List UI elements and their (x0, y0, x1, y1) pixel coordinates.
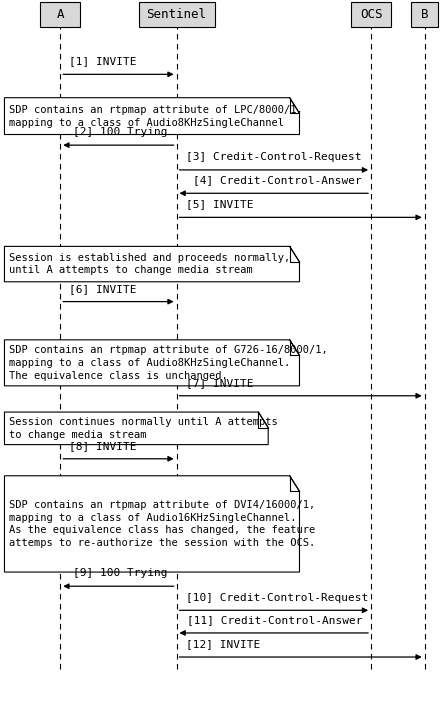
Text: [1] INVITE: [1] INVITE (69, 57, 137, 67)
Text: [3] Credit-Control-Request: [3] Credit-Control-Request (186, 152, 361, 162)
Polygon shape (4, 412, 268, 445)
Polygon shape (4, 98, 299, 135)
Text: [2] 100 Trying: [2] 100 Trying (73, 127, 168, 137)
Text: [6] INVITE: [6] INVITE (69, 284, 137, 294)
Text: [4] Credit-Control-Answer: [4] Credit-Control-Answer (193, 176, 362, 185)
FancyBboxPatch shape (40, 2, 80, 27)
Text: Session is established and proceeds normally,
until A attempts to change media s: Session is established and proceeds norm… (9, 253, 290, 275)
Text: [11] Credit-Control-Answer: [11] Credit-Control-Answer (186, 615, 362, 625)
Text: [10] Credit-Control-Request: [10] Credit-Control-Request (186, 593, 368, 603)
FancyBboxPatch shape (411, 2, 438, 27)
Text: Session continues normally until A attempts
to change media stream: Session continues normally until A attem… (9, 417, 278, 440)
FancyBboxPatch shape (351, 2, 391, 27)
Text: B: B (421, 8, 428, 21)
Text: OCS: OCS (360, 8, 382, 21)
Polygon shape (4, 340, 299, 386)
Text: A: A (57, 8, 64, 21)
Polygon shape (4, 476, 299, 572)
Text: SDP contains an rtpmap attribute of DVI4/16000/1,
mapping to a class of Audio16K: SDP contains an rtpmap attribute of DVI4… (9, 500, 315, 548)
FancyBboxPatch shape (139, 2, 215, 27)
Text: [7] INVITE: [7] INVITE (186, 378, 253, 388)
Text: [8] INVITE: [8] INVITE (69, 441, 137, 451)
Text: Sentinel: Sentinel (147, 8, 207, 21)
Text: [5] INVITE: [5] INVITE (186, 200, 253, 210)
Text: [9] 100 Trying: [9] 100 Trying (73, 569, 168, 578)
Polygon shape (4, 246, 299, 282)
Text: [12] INVITE: [12] INVITE (186, 639, 260, 649)
Text: SDP contains an rtpmap attribute of LPC/8000/1,
mapping to a class of Audio8KHzS: SDP contains an rtpmap attribute of LPC/… (9, 105, 303, 127)
Text: SDP contains an rtpmap attribute of G726-16/8000/1,
mapping to a class of Audio8: SDP contains an rtpmap attribute of G726… (9, 345, 328, 381)
